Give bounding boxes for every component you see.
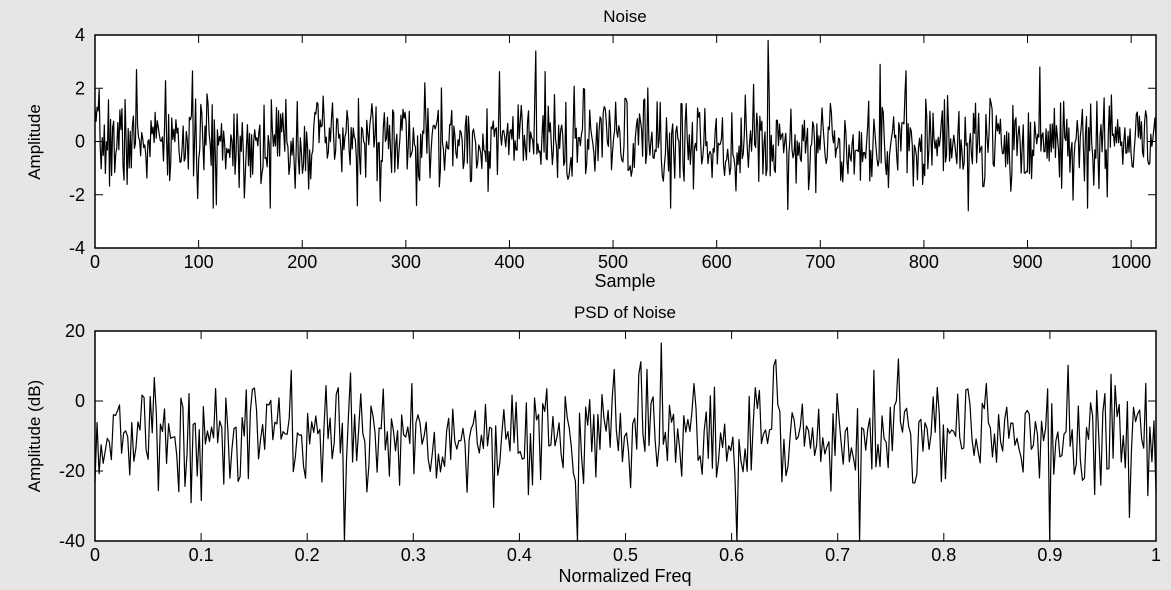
y-tick-label: 2 xyxy=(75,78,85,98)
x-tick-label: 0.9 xyxy=(1037,545,1062,565)
y-tick-label: 0 xyxy=(75,391,85,411)
psd-plot-area xyxy=(95,331,1156,541)
psd-x-axis-label: Normalized Freq xyxy=(558,566,691,586)
x-tick-label: 300 xyxy=(391,252,421,272)
x-tick-label: 900 xyxy=(1012,252,1042,272)
x-tick-label: 0.4 xyxy=(507,545,532,565)
y-tick-label: 20 xyxy=(65,321,85,341)
x-tick-label: 600 xyxy=(702,252,732,272)
x-tick-label: 700 xyxy=(805,252,835,272)
psd-series-line xyxy=(94,342,1157,542)
x-tick-label: 100 xyxy=(184,252,214,272)
psd-ticks: 0 0.1 0.2 0.3 0.4 0.5 0.6 0.7 0.8 0.9 1 -40 -20 0 20 xyxy=(59,321,1161,565)
x-tick-label: 1 xyxy=(1151,545,1161,565)
y-tick-label: -2 xyxy=(69,185,85,205)
noise-series-line xyxy=(94,39,1157,212)
y-tick-label: -4 xyxy=(69,238,85,258)
x-tick-label: 0.6 xyxy=(719,545,744,565)
psd-plot-frame xyxy=(94,330,1157,542)
x-tick-label: 500 xyxy=(598,252,628,272)
y-tick-label: -40 xyxy=(59,531,85,551)
y-tick-label: -20 xyxy=(59,461,85,481)
psd-chart: PSD of Noise 0 0.1 0.2 0.3 0.4 0.5 0.6 0.7 0.8 0.… xyxy=(25,303,1161,586)
x-tick-label: 1000 xyxy=(1111,252,1151,272)
x-tick-label: 0.8 xyxy=(931,545,956,565)
x-tick-label: 200 xyxy=(287,252,317,272)
psd-chart-title: PSD of Noise xyxy=(574,303,676,322)
x-tick-label: 0.1 xyxy=(189,545,214,565)
x-tick-label: 0.7 xyxy=(825,545,850,565)
noise-ticks: 0 100 200 300 400 500 600 700 800 900 1000 -4 -2 0 2 4 xyxy=(69,25,1156,272)
psd-y-axis-label: Amplitude (dB) xyxy=(25,380,44,492)
noise-chart: Noise 0 100 200 300 400 500 600 700 800 900 1000 -4… xyxy=(25,7,1157,291)
x-tick-label: 0 xyxy=(90,545,100,565)
x-tick-label: 800 xyxy=(909,252,939,272)
noise-chart-title: Noise xyxy=(603,7,646,26)
x-tick-label: 0.5 xyxy=(613,545,638,565)
x-tick-label: 0 xyxy=(90,252,100,272)
noise-y-axis-label: Amplitude xyxy=(25,104,44,180)
y-tick-label: 0 xyxy=(75,132,85,152)
noise-x-axis-label: Sample xyxy=(594,271,655,291)
x-tick-label: 0.3 xyxy=(401,545,426,565)
x-tick-label: 0.2 xyxy=(295,545,320,565)
noise-plot-frame xyxy=(94,34,1157,249)
x-tick-label: 400 xyxy=(494,252,524,272)
y-tick-label: 4 xyxy=(75,25,85,45)
